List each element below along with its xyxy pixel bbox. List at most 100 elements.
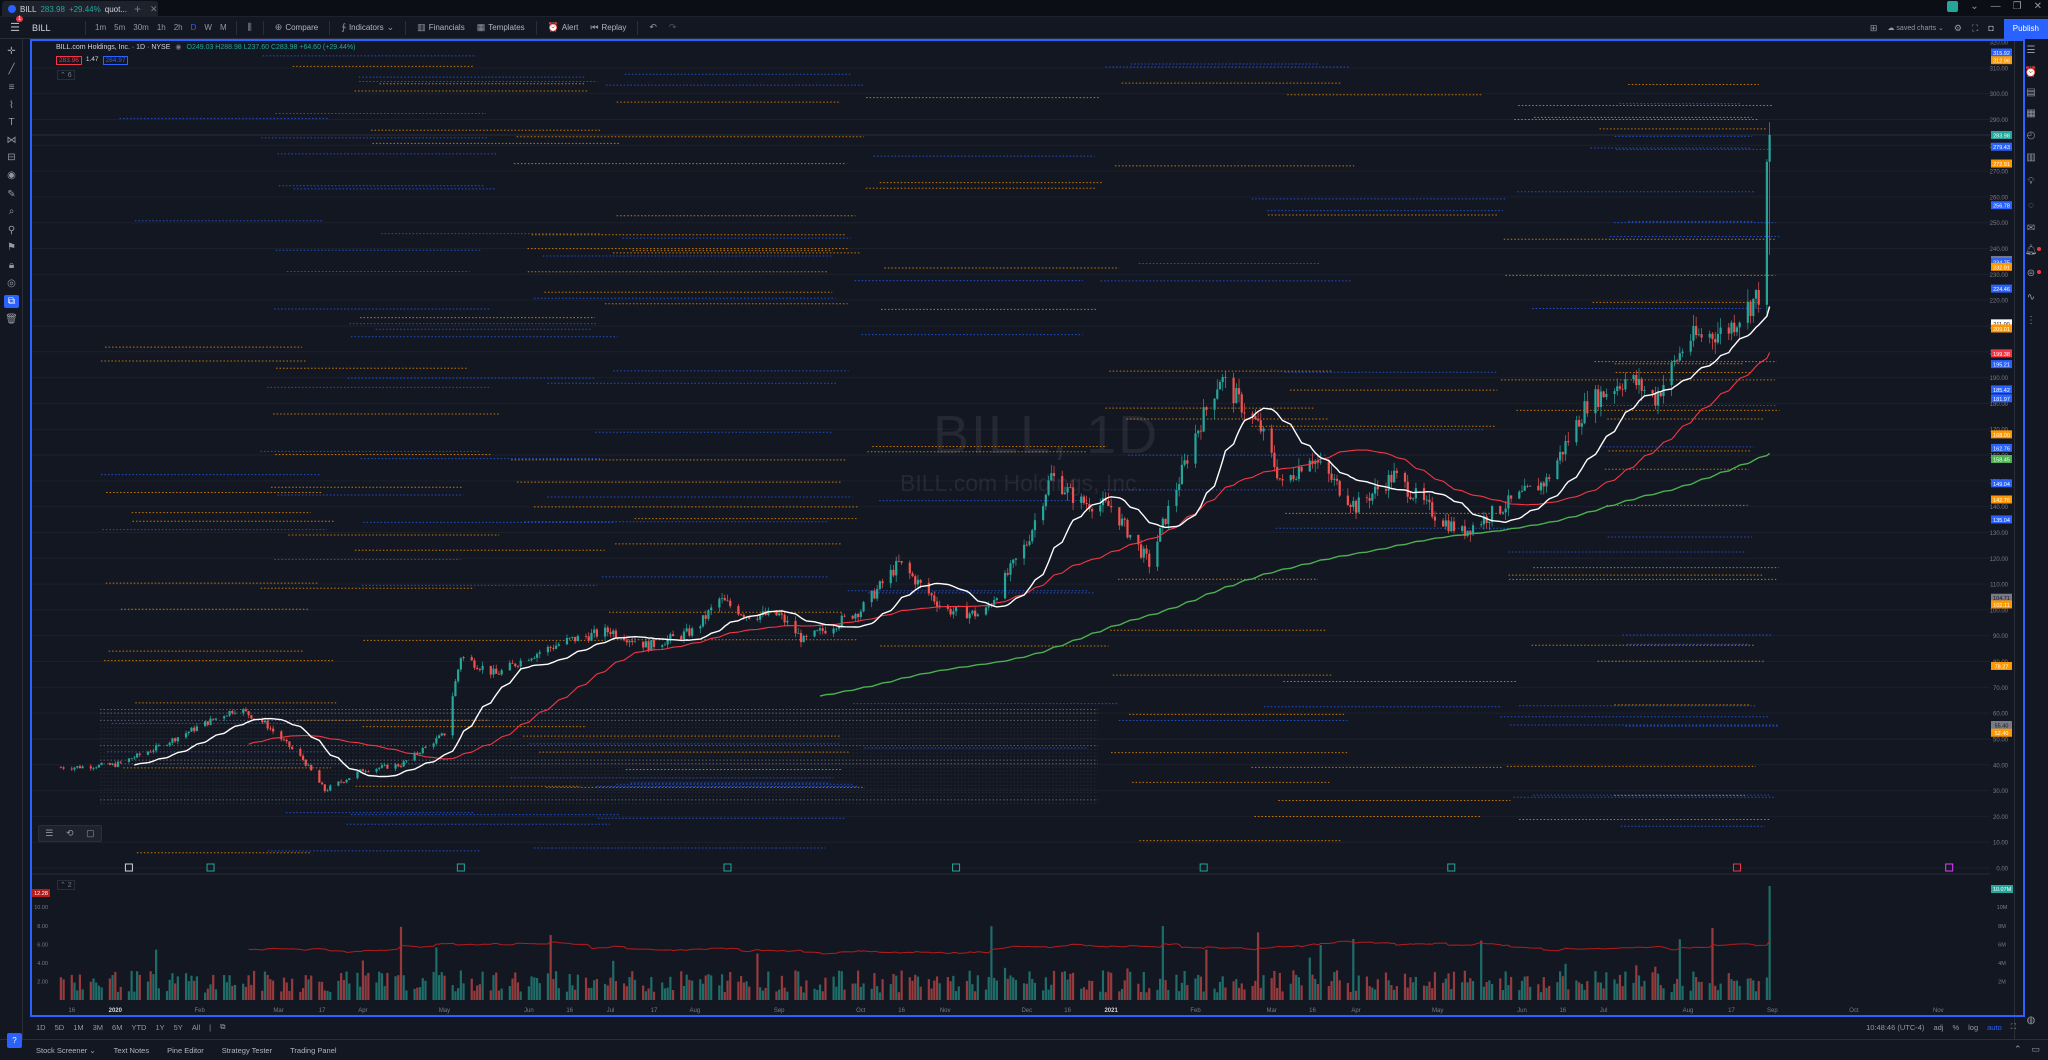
watchlist-icon[interactable]: ☰ bbox=[2026, 45, 2036, 56]
interval-1h[interactable]: 1h bbox=[156, 23, 166, 32]
interval-w[interactable]: W bbox=[204, 23, 212, 32]
profile-icon[interactable] bbox=[1947, 1, 1959, 12]
undo-button[interactable]: ↶ bbox=[643, 22, 663, 33]
tab-trading-panel[interactable]: Trading Panel bbox=[290, 1045, 337, 1055]
financials-button[interactable]: ▥ Financials bbox=[411, 22, 471, 33]
zoom-icon[interactable]: ⌕ bbox=[8, 206, 15, 217]
range-1d[interactable]: 1D bbox=[36, 1022, 46, 1032]
streams-icon[interactable]: ◌ bbox=[2028, 200, 2034, 211]
interval-1m[interactable]: 1m bbox=[95, 23, 107, 32]
interval-2h[interactable]: 2h bbox=[173, 23, 183, 32]
goto-date-icon[interactable]: ⧉ bbox=[220, 1022, 226, 1031]
text-icon[interactable]: T bbox=[8, 117, 15, 128]
templates-button[interactable]: ▦ Templates bbox=[471, 22, 531, 33]
symbol-search-input[interactable] bbox=[32, 19, 80, 36]
trash-icon[interactable]: 🗑︎ bbox=[5, 314, 18, 325]
percent-toggle[interactable]: % bbox=[1952, 1022, 1960, 1032]
log-toggle[interactable]: log bbox=[1968, 1022, 1979, 1032]
browser-tab[interactable]: BILL 283.98 +29.44% quot... bbox=[2, 1, 158, 17]
hotlist-icon[interactable]: ▦ bbox=[2026, 108, 2036, 119]
stay-in-drawing-icon[interactable]: ⚑ bbox=[7, 242, 16, 253]
fib-retracement-icon[interactable]: ≡ bbox=[8, 82, 15, 93]
news-icon[interactable]: ▥ bbox=[2026, 152, 2036, 163]
close-tab-icon[interactable]: ✕ bbox=[150, 4, 158, 14]
trend-line-icon[interactable]: ╱ bbox=[8, 64, 15, 75]
new-tab-icon[interactable]: + bbox=[134, 2, 142, 16]
clone-icon[interactable]: ⟲ bbox=[65, 828, 74, 838]
range-1y[interactable]: 1Y bbox=[155, 1022, 165, 1032]
tab-pine-editor[interactable]: Pine Editor bbox=[167, 1045, 204, 1055]
hide-drawings-icon[interactable]: ◎ bbox=[7, 278, 16, 289]
measure-icon[interactable]: ⊟ bbox=[7, 152, 16, 163]
redo-button[interactable]: ↷ bbox=[663, 22, 683, 33]
legend-collapse-button[interactable]: ⌃ 6 bbox=[57, 70, 75, 80]
maximize-panel-icon[interactable]: ⌃ bbox=[2013, 1044, 2022, 1054]
magnet-icon[interactable]: ⚲ bbox=[7, 225, 16, 236]
pattern-icon[interactable]: ⋈ bbox=[6, 135, 17, 146]
auto-toggle[interactable]: auto bbox=[1987, 1022, 2002, 1032]
layout-icon[interactable]: ⊞ bbox=[1869, 22, 1878, 33]
interval-m[interactable]: M bbox=[219, 23, 227, 32]
range-1m[interactable]: 1M bbox=[73, 1022, 84, 1032]
notifications-icon[interactable]: 🔔︎ bbox=[2024, 245, 2038, 256]
legend-title[interactable]: BILL.com Holdings, Inc. · 1D · NYSE bbox=[56, 43, 171, 51]
camera-icon[interactable]: ◘ bbox=[1988, 23, 1994, 33]
interval-5m[interactable]: 5m bbox=[114, 23, 126, 32]
calendar-icon[interactable]: ◴ bbox=[2026, 130, 2036, 141]
crosshair-icon[interactable]: ✛ bbox=[7, 46, 16, 57]
range-3m[interactable]: 3M bbox=[92, 1022, 104, 1032]
eye-icon[interactable]: ◉ bbox=[175, 44, 182, 51]
gear-icon[interactable]: ⚙ bbox=[1953, 22, 1962, 33]
data-window-icon[interactable]: ▤ bbox=[2026, 87, 2036, 98]
ideas-icon[interactable]: 💡︎ bbox=[2027, 176, 2035, 187]
lock-icon[interactable]: 🔒︎ bbox=[8, 260, 15, 271]
menu-icon[interactable]: ☰ 1 bbox=[10, 16, 24, 34]
range-ytd[interactable]: YTD bbox=[131, 1022, 147, 1032]
range-5d[interactable]: 5D bbox=[54, 1022, 65, 1032]
indicators-button[interactable]: ∱ Indicators ⌄ bbox=[335, 22, 400, 33]
range-6m[interactable]: 6M bbox=[112, 1022, 123, 1032]
range-all[interactable]: All bbox=[191, 1022, 201, 1032]
tab-strategy-tester[interactable]: Strategy Tester bbox=[221, 1045, 273, 1055]
range-5y[interactable]: 5Y bbox=[173, 1022, 183, 1032]
settings-icon[interactable]: ◍ bbox=[2026, 1015, 2036, 1026]
object-tree-icon[interactable]: ⧉ bbox=[4, 295, 19, 308]
ask-price[interactable]: 284.97 bbox=[102, 56, 129, 65]
candle-style-button[interactable]: ⫼ bbox=[242, 22, 258, 33]
tab-stock-screener[interactable]: Stock Screener ⌄ bbox=[36, 1046, 96, 1055]
interval-30m[interactable]: 30m bbox=[133, 23, 149, 32]
compare-button[interactable]: ⊕ Compare bbox=[269, 22, 324, 33]
alerts-icon[interactable]: ⏰ bbox=[2024, 67, 2038, 78]
interval-d[interactable]: D bbox=[190, 23, 197, 32]
publish-button[interactable]: Publish bbox=[2003, 18, 2048, 39]
chats-icon[interactable]: ✉ bbox=[2026, 223, 2036, 234]
replay-button[interactable]: ⏮ Replay bbox=[584, 22, 632, 33]
fullscreen-icon[interactable]: ⛶ bbox=[1972, 22, 1979, 33]
settings-list-icon[interactable]: ☰ bbox=[45, 828, 54, 838]
order-panel-icon[interactable]: ⊜ bbox=[2026, 268, 2036, 279]
close-window-icon[interactable]: ✕ bbox=[2033, 1, 2042, 12]
dom-icon[interactable]: ∿ bbox=[2026, 292, 2036, 303]
chevron-down-icon[interactable]: ⌄ bbox=[1970, 1, 1979, 12]
tab-text-notes[interactable]: Text Notes bbox=[113, 1045, 150, 1055]
candle-body bbox=[642, 641, 645, 648]
timestamp[interactable]: 10:48:46 (UTC-4) bbox=[1866, 1022, 1925, 1032]
time-tick: Jun bbox=[1517, 1008, 1527, 1014]
ruler-icon[interactable]: ✎ bbox=[7, 189, 16, 200]
minimize-icon[interactable]: — bbox=[1990, 1, 2001, 12]
eye-icon[interactable]: ◉ bbox=[7, 170, 16, 181]
volume-legend-button[interactable]: ⌃ 2 bbox=[57, 880, 75, 890]
saved-charts-button[interactable]: ☁ saved charts ⌄ bbox=[1887, 25, 1944, 32]
chart-settings-icon[interactable]: ⛶ bbox=[2010, 1022, 2016, 1031]
candle-body bbox=[489, 665, 492, 675]
collapse-panel-icon[interactable]: ▭ bbox=[2031, 1044, 2040, 1054]
adj-toggle[interactable]: adj bbox=[1933, 1022, 1944, 1032]
bid-price[interactable]: 283.96 bbox=[56, 56, 82, 65]
square-icon[interactable]: ▢ bbox=[86, 828, 95, 838]
help-button[interactable]: ? bbox=[7, 1033, 22, 1048]
alert-button[interactable]: ⏰ Alert bbox=[542, 22, 585, 33]
help-icon[interactable]: ⋮ bbox=[2026, 315, 2036, 326]
restore-icon[interactable]: ❐ bbox=[2012, 1, 2022, 12]
brush-icon[interactable]: ⌇ bbox=[9, 100, 14, 111]
